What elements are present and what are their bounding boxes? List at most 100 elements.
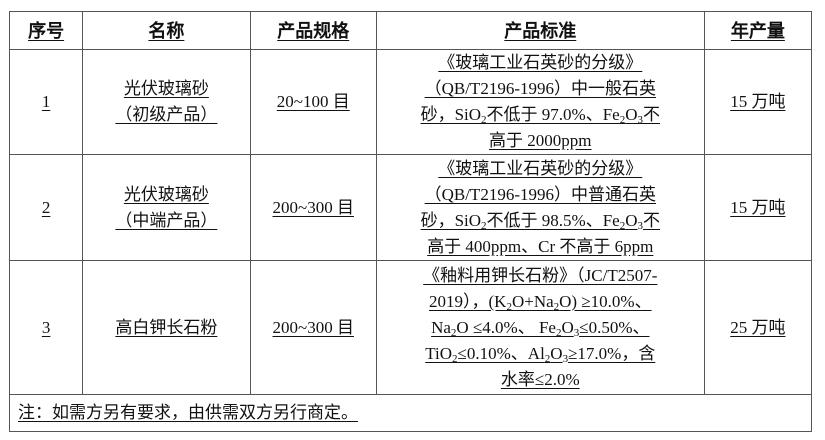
standard-line: 2019），(K2O+Na2O) ≥10.0%、: [381, 289, 700, 315]
header-label: 年产量: [730, 20, 785, 41]
standard-text: O: [625, 210, 638, 230]
subscript: 2: [452, 352, 458, 365]
standard-line: 高于 2000ppm: [381, 128, 700, 154]
standard-line: 砂，SiO2不低于 98.5%、Fe2O3不: [381, 208, 700, 234]
subscript: 3: [573, 326, 580, 339]
standard-text: O: [561, 317, 574, 337]
header-no: 序号: [8, 11, 84, 50]
product-name-line: 光伏玻璃砂: [123, 79, 209, 98]
subscript: 2: [481, 114, 487, 126]
standard-text: 《釉料用钾长石粉》（JC/T2507-: [423, 265, 658, 285]
subscript: 2: [506, 300, 512, 313]
table-row: 1 光伏玻璃砂 （初级产品） 20~100 目 《玻璃工业石英砂的分级》 （QB/T219…: [8, 49, 813, 155]
note-row: 注：如需方另有要求，由供需双方另行商定。: [9, 394, 812, 432]
header-name: 名称: [82, 11, 251, 50]
header-label: 产品标准: [504, 20, 577, 41]
cell-spec: 200~300 目: [249, 260, 377, 395]
row-number: 3: [41, 317, 51, 337]
product-name-line: 高白钾长石粉: [115, 317, 218, 337]
product-name-line: （初级产品）: [115, 105, 218, 124]
standard-text: O) ≥10.0%、: [559, 291, 652, 311]
cell-spec: 200~300 目: [249, 154, 377, 261]
note-cell: 注：如需方另有要求，由供需双方另行商定。: [9, 394, 812, 432]
cell-name: 高白钾长石粉: [82, 260, 251, 395]
standard-text: 不: [643, 210, 660, 230]
cell-no: 2: [8, 154, 84, 261]
standard-text: TiO: [425, 343, 453, 363]
cell-output: 25 万吨: [703, 260, 813, 395]
cell-output: 15 万吨: [703, 49, 813, 155]
product-spec: 200~300 目: [272, 317, 354, 337]
cell-output: 15 万吨: [703, 154, 813, 261]
standard-text: 不低于 98.5%、Fe: [486, 210, 620, 230]
row-number: 2: [41, 197, 51, 217]
standard-text: O ≤4.0%、 Fe: [456, 317, 556, 337]
standard-line: （QB/T2196-1996）中一般石英: [381, 76, 700, 102]
standard-text: （QB/T2196-1996）中一般石英: [424, 79, 656, 98]
cell-name: 光伏玻璃砂 （初级产品）: [82, 49, 251, 155]
product-table: 序号 名称 产品规格 产品标准 年产量 1 光伏玻璃砂 （初级产品） 20~100 目…: [8, 11, 813, 432]
standard-text: Na: [431, 317, 451, 337]
product-name-line: 光伏玻璃砂: [123, 184, 209, 204]
standard-text: 《玻璃工业石英砂的分级》: [438, 53, 643, 72]
subscript: 3: [637, 219, 644, 232]
standard-line: 《釉料用钾长石粉》（JC/T2507-: [381, 263, 700, 289]
standard-text: ≥17.0%，含: [568, 343, 656, 363]
row-number: 1: [41, 92, 51, 111]
subscript: 2: [555, 326, 562, 339]
subscript: 2: [553, 300, 560, 313]
standard-text: （QB/T2196-1996）中普通石英: [424, 184, 656, 204]
standard-line: TiO2≤0.10%、Al2O3≥17.0%，含: [381, 341, 700, 367]
subscript: 3: [562, 352, 569, 365]
header-label: 名称: [148, 20, 185, 41]
header-output: 年产量: [703, 11, 813, 50]
standard-text: 2019），(K: [429, 291, 507, 311]
table-row: 3 高白钾长石粉 200~300 目 《釉料用钾长石粉》（JC/T2507- 2019）…: [8, 260, 813, 395]
cell-name: 光伏玻璃砂 （中端产品）: [82, 154, 251, 261]
product-spec: 20~100 目: [276, 92, 350, 111]
standard-text: 《玻璃工业石英砂的分级》: [438, 158, 643, 178]
standard-line: 《玻璃工业石英砂的分级》: [381, 156, 700, 182]
subscript: 3: [637, 114, 644, 126]
standard-line: （QB/T2196-1996）中普通石英: [381, 182, 700, 208]
note-text: 注：如需方另有要求，由供需双方另行商定。: [18, 403, 358, 422]
cell-no: 1: [8, 49, 84, 155]
annual-output: 25 万吨: [730, 317, 786, 337]
cell-no: 3: [8, 260, 84, 395]
standard-text: 砂，SiO: [420, 210, 482, 230]
header-label: 产品规格: [277, 20, 350, 41]
cell-standard: 《玻璃工业石英砂的分级》 （QB/T2196-1996）中一般石英 砂，SiO2不低…: [375, 49, 705, 155]
header-spec: 产品规格: [249, 11, 377, 50]
annual-output: 15 万吨: [730, 92, 786, 111]
cell-standard: 《釉料用钾长石粉》（JC/T2507- 2019），(K2O+Na2O) ≥10.…: [375, 260, 705, 395]
subscript: 2: [481, 219, 487, 232]
cell-spec: 20~100 目: [249, 49, 377, 155]
standard-text: 水率≤2.0%: [500, 369, 580, 389]
standard-text: 高于 400ppm、Cr 不高于 6ppm: [427, 236, 654, 256]
header-label: 序号: [28, 20, 65, 41]
standard-text: O: [625, 105, 638, 124]
table-header-row: 序号 名称 产品规格 产品标准 年产量: [8, 11, 813, 50]
standard-text: O+Na: [511, 291, 554, 311]
standard-text: 不: [643, 105, 660, 124]
subscript: 2: [450, 326, 457, 339]
header-standard: 产品标准: [375, 11, 705, 50]
annual-output: 15 万吨: [730, 197, 786, 217]
subscript: 2: [619, 114, 626, 126]
product-name-line: （中端产品）: [115, 210, 218, 230]
standard-line: 《玻璃工业石英砂的分级》: [381, 50, 700, 76]
standard-text: ≤0.10%、Al: [457, 343, 545, 363]
standard-text: ≤0.50%、: [579, 317, 650, 337]
standard-text: 不低于 97.0%、Fe: [486, 105, 620, 124]
product-spec: 200~300 目: [272, 197, 354, 217]
cell-standard: 《玻璃工业石英砂的分级》 （QB/T2196-1996）中普通石英砂，SiO2不低…: [375, 154, 705, 261]
standard-text: O: [550, 343, 563, 363]
standard-line: 水率≤2.0%: [381, 367, 700, 393]
standard-line: 砂，SiO2不低于 97.0%、Fe2O3不: [381, 102, 700, 128]
standard-text: 高于 2000ppm: [489, 131, 592, 150]
table-row: 2 光伏玻璃砂 （中端产品） 200~300 目 《玻璃工业石英砂的分级》 （QB/T21…: [8, 154, 813, 261]
standard-line: 高于 400ppm、Cr 不高于 6ppm: [381, 234, 700, 260]
standard-text: 砂，SiO: [420, 105, 482, 124]
subscript: 2: [544, 352, 551, 365]
standard-line: Na2O ≤4.0%、 Fe2O3≤0.50%、: [381, 315, 700, 341]
